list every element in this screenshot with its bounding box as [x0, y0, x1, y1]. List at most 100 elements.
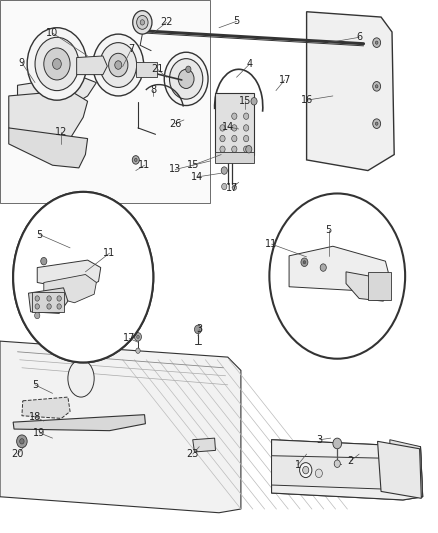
Polygon shape	[9, 128, 88, 168]
Circle shape	[35, 312, 40, 319]
Polygon shape	[346, 272, 388, 301]
Text: 21: 21	[152, 64, 164, 74]
Circle shape	[301, 258, 308, 266]
Circle shape	[303, 466, 309, 474]
Text: 14: 14	[191, 172, 203, 182]
Text: 5: 5	[325, 225, 332, 235]
Ellipse shape	[68, 360, 94, 397]
Polygon shape	[44, 274, 96, 303]
Circle shape	[164, 52, 208, 106]
Circle shape	[140, 20, 145, 25]
Circle shape	[132, 156, 139, 164]
Circle shape	[232, 125, 237, 131]
Circle shape	[170, 59, 203, 99]
Text: 3: 3	[317, 435, 323, 445]
Text: 10: 10	[46, 28, 59, 38]
Circle shape	[186, 66, 191, 72]
Polygon shape	[0, 0, 210, 203]
Circle shape	[53, 59, 61, 69]
Circle shape	[41, 257, 47, 265]
Polygon shape	[390, 440, 423, 497]
Text: 8: 8	[150, 85, 156, 94]
Text: 26: 26	[169, 119, 181, 128]
Polygon shape	[378, 441, 421, 498]
Circle shape	[134, 333, 141, 341]
Polygon shape	[307, 12, 394, 171]
Text: 22: 22	[160, 18, 173, 27]
Text: 5: 5	[36, 230, 42, 239]
Polygon shape	[272, 456, 392, 489]
Text: 17: 17	[123, 334, 135, 343]
Circle shape	[244, 135, 249, 142]
Text: 18: 18	[29, 412, 41, 422]
Polygon shape	[193, 438, 215, 452]
Circle shape	[134, 158, 137, 161]
Circle shape	[232, 135, 237, 142]
Circle shape	[133, 11, 152, 34]
Text: 17: 17	[226, 183, 238, 192]
Polygon shape	[272, 440, 423, 500]
Circle shape	[373, 82, 381, 91]
Text: 19: 19	[33, 428, 46, 438]
Circle shape	[244, 146, 249, 152]
Circle shape	[333, 438, 342, 449]
Bar	[368, 272, 391, 300]
Polygon shape	[77, 56, 107, 75]
Circle shape	[35, 296, 39, 301]
Circle shape	[100, 43, 137, 87]
Text: 13: 13	[169, 165, 181, 174]
Circle shape	[232, 146, 237, 152]
Text: 11: 11	[265, 239, 278, 249]
Circle shape	[303, 261, 306, 264]
Text: 4: 4	[247, 59, 253, 69]
Polygon shape	[37, 260, 101, 290]
Circle shape	[178, 69, 194, 88]
Bar	[32, 292, 64, 312]
Circle shape	[27, 28, 87, 100]
Text: 11: 11	[103, 248, 116, 258]
Circle shape	[300, 463, 312, 478]
Text: 17: 17	[279, 75, 291, 85]
Circle shape	[320, 264, 326, 271]
Text: 11: 11	[138, 160, 151, 170]
Bar	[215, 152, 254, 163]
Circle shape	[93, 34, 144, 96]
Polygon shape	[9, 91, 88, 144]
Circle shape	[220, 125, 225, 131]
Circle shape	[35, 37, 79, 91]
Circle shape	[13, 192, 153, 362]
Text: 16: 16	[300, 95, 313, 105]
Polygon shape	[0, 341, 241, 513]
Bar	[215, 93, 254, 155]
Text: 3: 3	[196, 325, 202, 334]
Circle shape	[220, 146, 225, 152]
Circle shape	[334, 460, 340, 467]
Circle shape	[375, 41, 378, 44]
Circle shape	[315, 469, 322, 478]
Text: 6: 6	[356, 33, 362, 42]
Polygon shape	[272, 440, 423, 500]
Text: 20: 20	[11, 449, 24, 459]
Text: 5: 5	[32, 380, 38, 390]
Circle shape	[20, 439, 24, 444]
Polygon shape	[22, 397, 70, 418]
Circle shape	[373, 38, 381, 47]
Text: 5: 5	[233, 17, 240, 26]
Circle shape	[35, 304, 39, 309]
Text: 12: 12	[55, 127, 67, 137]
Polygon shape	[18, 76, 96, 107]
Circle shape	[47, 304, 51, 309]
Circle shape	[44, 48, 70, 80]
Circle shape	[220, 135, 225, 142]
Circle shape	[373, 119, 381, 128]
Text: 14: 14	[222, 122, 234, 132]
Circle shape	[232, 113, 237, 119]
Bar	[136, 62, 157, 77]
Circle shape	[136, 348, 140, 353]
Circle shape	[375, 85, 378, 88]
Circle shape	[244, 125, 249, 131]
Circle shape	[246, 146, 252, 153]
Text: 15: 15	[239, 96, 251, 106]
Circle shape	[57, 296, 61, 301]
Polygon shape	[28, 288, 68, 313]
